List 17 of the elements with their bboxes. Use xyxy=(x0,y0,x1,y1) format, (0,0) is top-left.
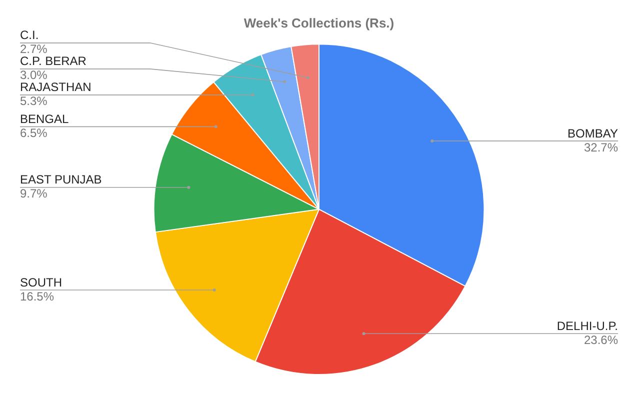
data-label: 5.3% xyxy=(20,94,48,108)
data-label: 32.7% xyxy=(584,140,618,154)
data-label: 6.5% xyxy=(20,126,48,140)
slice-label: EAST PUNJAB xyxy=(20,172,102,187)
slice-label: RAJASTHAN xyxy=(20,80,92,94)
slice-label: SOUTH xyxy=(20,275,62,290)
data-label: 2.7% xyxy=(20,42,48,56)
slice-label: C.I. xyxy=(20,28,39,42)
slice-label: DELHI-U.P. xyxy=(556,318,618,333)
data-label: 3.0% xyxy=(20,68,48,82)
data-label: 16.5% xyxy=(20,289,54,304)
chart-title: Week's Collections (Rs.) xyxy=(244,15,394,30)
data-label: 9.7% xyxy=(20,186,48,201)
slice-label: C.P. BERAR xyxy=(20,54,87,68)
data-label: 23.6% xyxy=(584,332,618,347)
slice-label: BOMBAY xyxy=(568,126,618,140)
slice-label: BENGAL xyxy=(20,112,70,126)
